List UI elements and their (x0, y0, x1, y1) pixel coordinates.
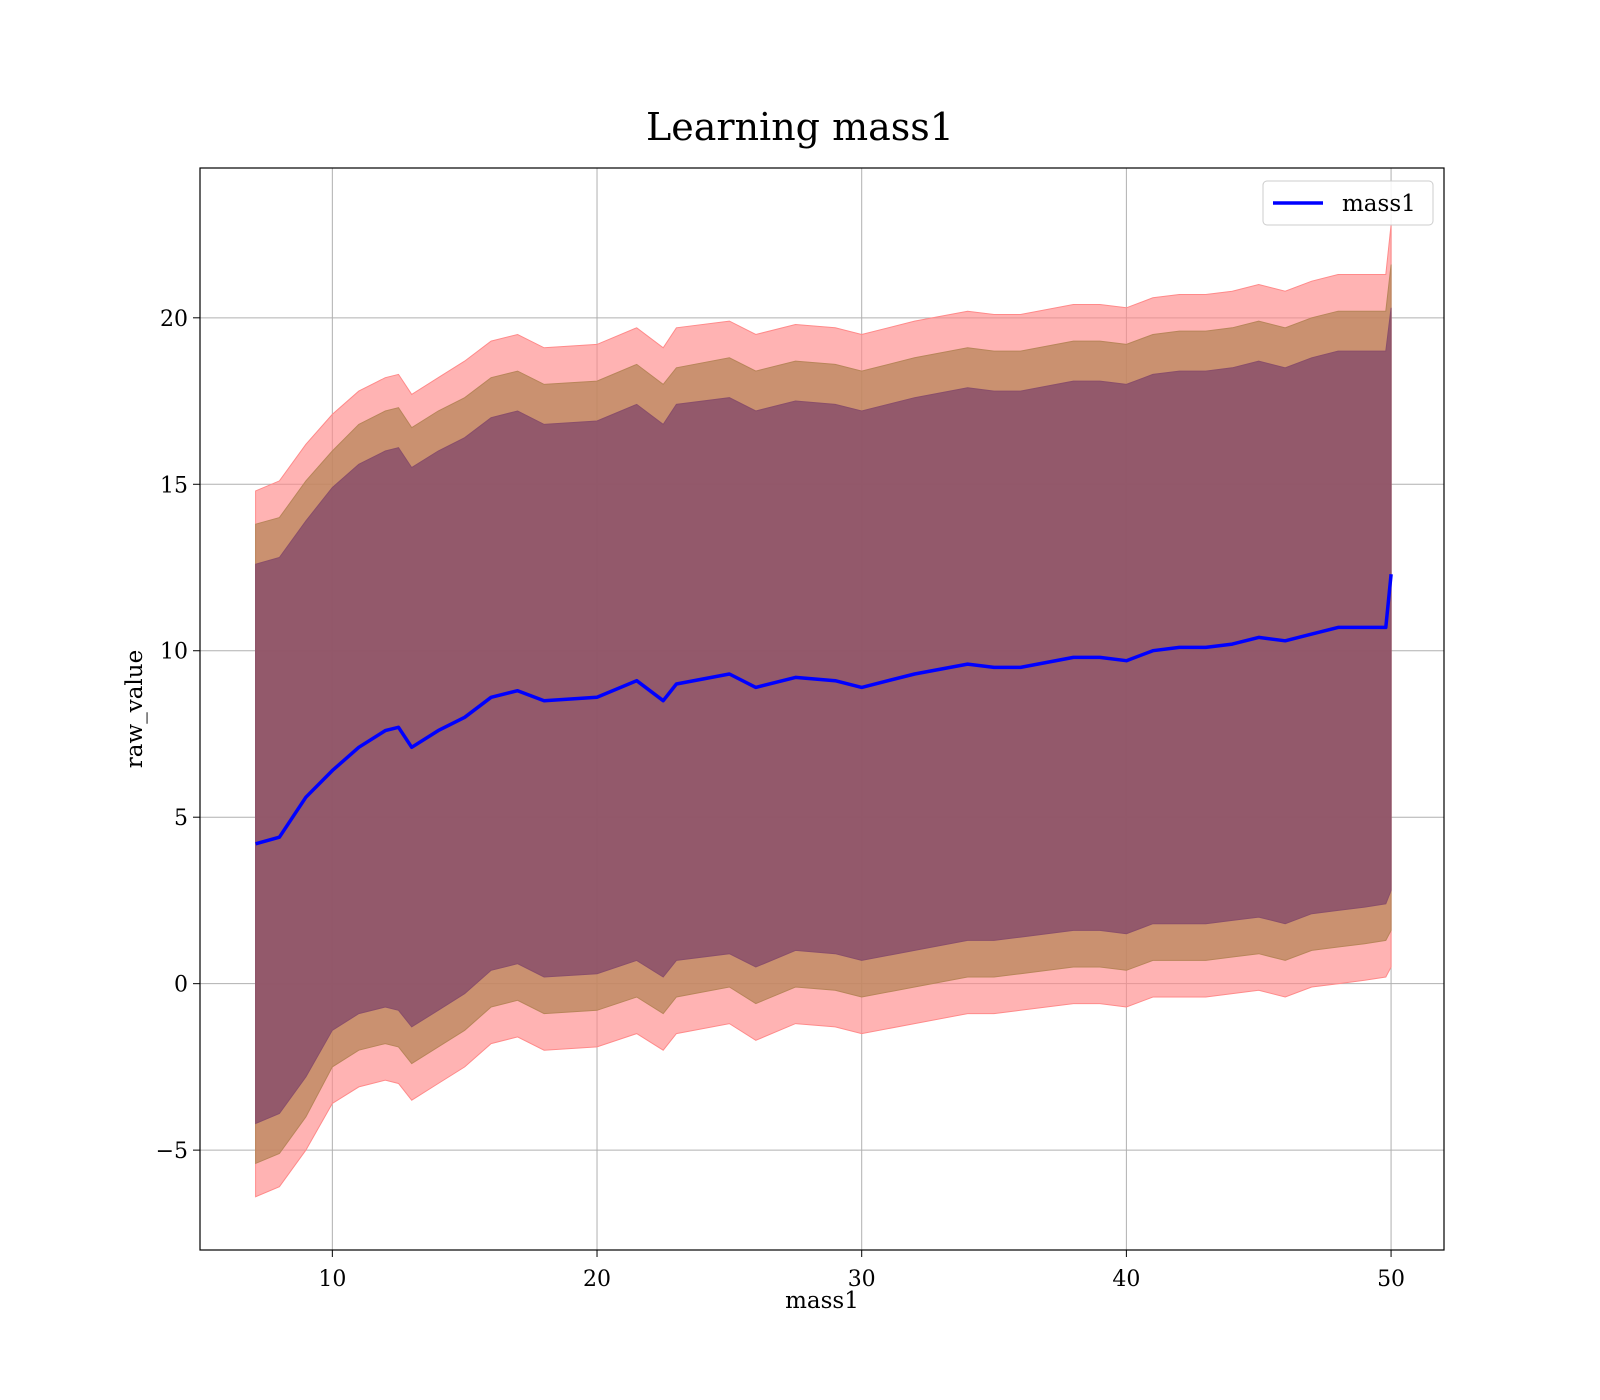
y-tick-label: 10 (160, 640, 188, 665)
legend-label-mass1: mass1 (1342, 191, 1416, 217)
y-tick-label: 20 (160, 307, 188, 332)
y-tick-label: 0 (174, 973, 188, 998)
y-axis-ticks: −5 0 5 10 15 20 (156, 307, 200, 1164)
y-axis-label: raw_value (122, 650, 148, 768)
confidence-bands (255, 224, 1392, 1198)
x-axis-label: mass1 (785, 1288, 859, 1314)
x-tick-label: 40 (1112, 1267, 1140, 1292)
chart-title: Learning mass1 (646, 105, 954, 149)
legend-box (1262, 180, 1434, 226)
y-tick-label: 5 (174, 806, 188, 831)
x-tick-label: 50 (1377, 1267, 1405, 1292)
series-line-mass1 (255, 574, 1393, 846)
legend: mass1 (1262, 180, 1434, 226)
y-tick-label: −5 (156, 1139, 188, 1164)
series-lines (255, 574, 1393, 846)
x-tick-label: 20 (583, 1267, 611, 1292)
x-tick-label: 30 (848, 1267, 876, 1292)
x-tick-label: 10 (318, 1267, 346, 1292)
x-axis-ticks: 10 20 30 40 50 (318, 1250, 1405, 1292)
plot-frame (199, 167, 1445, 1251)
y-tick-label: 15 (160, 473, 188, 498)
confidence-band-3 (255, 307, 1392, 1125)
